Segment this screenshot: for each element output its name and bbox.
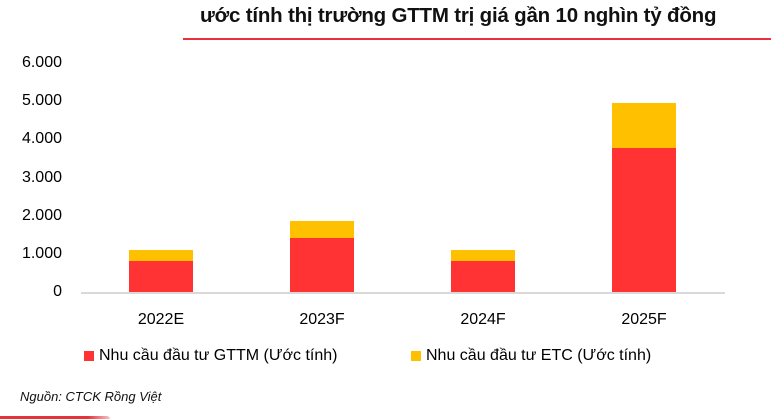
y-tick-label: 2.000 [21, 206, 62, 224]
legend-label-etc: Nhu cầu đầu tư ETC (Ước tính) [426, 347, 652, 364]
y-tick-label: 3.000 [21, 168, 62, 186]
bar-segment-gttm [290, 238, 354, 292]
bar-segment-gttm [129, 261, 193, 292]
chart-title: ước tính thị trường GTTM trị giá gần 10 … [200, 4, 717, 27]
bar-segment-etc [612, 103, 676, 149]
x-tick-label: 2024F [460, 311, 506, 328]
bar-segment-gttm [612, 148, 676, 292]
bar-segment-etc [290, 221, 354, 239]
y-tick-label: 4.000 [21, 130, 62, 148]
bar-segment-etc [451, 250, 515, 262]
source-underline [0, 416, 110, 419]
legend-item-gttm: Nhu cầu đầu tư GTTM (Ước tính) [84, 347, 338, 365]
y-tick-label: 1.000 [21, 244, 62, 262]
legend-swatch-etc [411, 351, 421, 361]
bar-2022e [129, 250, 193, 292]
bar-2024f [451, 250, 515, 292]
legend-label-gttm: Nhu cầu đầu tư GTTM (Ước tính) [99, 347, 338, 364]
y-tick-label: 5.000 [21, 92, 62, 110]
legend-swatch-gttm [84, 351, 94, 361]
legend-item-etc: Nhu cầu đầu tư ETC (Ước tính) [411, 347, 651, 365]
x-tick-label: 2022E [137, 311, 185, 328]
x-axis-line [81, 292, 725, 294]
x-tick-label: 2023F [299, 311, 345, 328]
y-tick-label: 6.000 [21, 54, 62, 71]
y-tick-label: 0 [53, 283, 62, 300]
bar-segment-etc [129, 250, 193, 262]
bar-2025f [612, 103, 676, 292]
bar-2023f [290, 221, 354, 292]
bar-segment-gttm [451, 261, 515, 292]
x-tick-label: 2025F [621, 311, 667, 328]
source-note: Nguồn: CTCK Rồng Việt [20, 389, 162, 404]
title-underline [183, 38, 771, 40]
